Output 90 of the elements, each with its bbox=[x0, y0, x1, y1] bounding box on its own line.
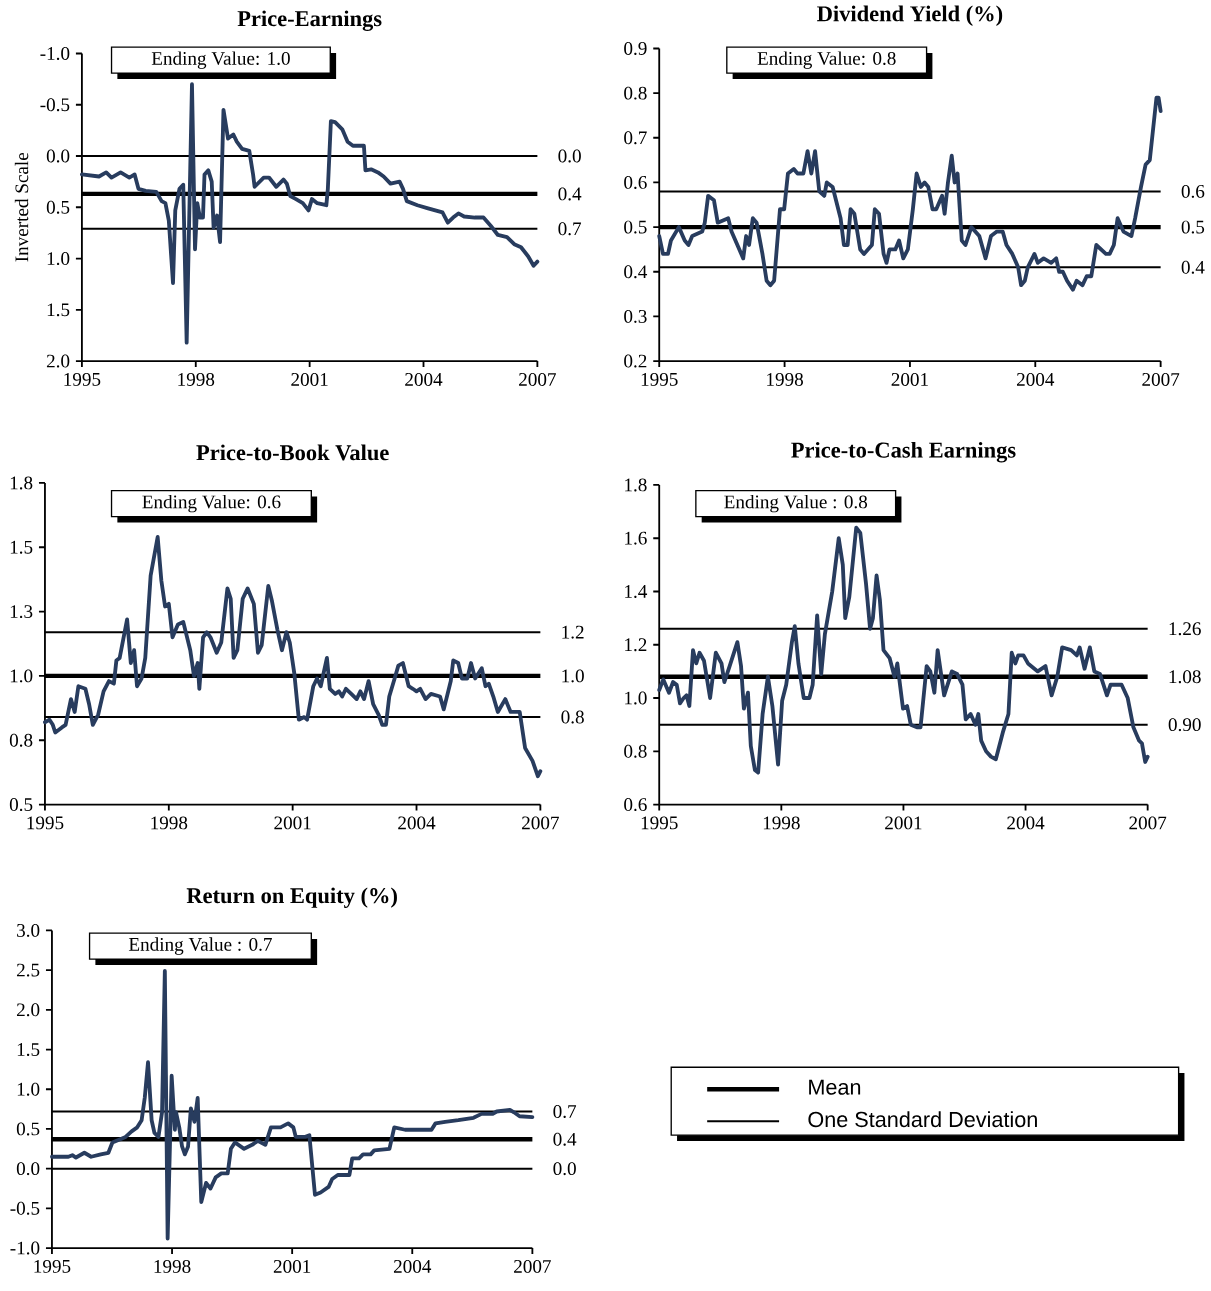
y-tick-label: 1.0 bbox=[18, 1082, 40, 1096]
y-tick-label: -0.5 bbox=[40, 98, 70, 112]
ref-line-label: 0.4 bbox=[558, 187, 582, 201]
ref-line-label: 0.5 bbox=[1181, 220, 1205, 234]
x-tick-label: 2007 bbox=[1142, 372, 1180, 386]
text: One Standard Deviation bbox=[808, 1111, 1038, 1128]
ref-line-label: 1.2 bbox=[562, 625, 584, 639]
chart-title: Price-to-Cash Earnings bbox=[791, 441, 1016, 463]
chart-title: Price-to-Book Value bbox=[196, 444, 389, 461]
x-tick-label: 1998 bbox=[154, 1259, 191, 1273]
y-tick-label: 1.0 bbox=[48, 252, 70, 266]
ref-line-label: 0.4 bbox=[553, 1132, 577, 1146]
ref-line-label: 0.7 bbox=[558, 222, 582, 236]
y-tick-label: 1.4 bbox=[625, 585, 648, 598]
y-tick-label: 0.8 bbox=[10, 733, 33, 747]
y-tick-label: 0.4 bbox=[624, 265, 648, 279]
y-tick-label: 1.6 bbox=[625, 531, 648, 545]
x-tick-label: 1995 bbox=[34, 1259, 71, 1273]
x-tick-label: 2007 bbox=[514, 1259, 552, 1273]
x-tick-label: 2007 bbox=[522, 816, 560, 830]
x-tick-label: 1998 bbox=[178, 372, 215, 386]
y-tick-label: 0.0 bbox=[17, 1162, 40, 1176]
x-tick-label: 1998 bbox=[767, 372, 804, 386]
y-tick-label: 3.0 bbox=[17, 923, 40, 937]
ref-line-label: 1.08 bbox=[1169, 670, 1201, 684]
y-tick-label: 0.5 bbox=[47, 200, 70, 214]
x-tick-label: 1995 bbox=[641, 816, 678, 830]
y-tick-label: 2.5 bbox=[17, 963, 40, 977]
ref-line-label: 1.0 bbox=[562, 669, 585, 683]
x-tick-label: 2004 bbox=[1007, 816, 1045, 830]
y-tick-label: 1.8 bbox=[625, 478, 647, 492]
y-tick-label: 0.5 bbox=[17, 1122, 40, 1136]
y-tick-label: 0.5 bbox=[10, 798, 33, 812]
x-tick-label: 2004 bbox=[1017, 372, 1055, 386]
y-axis-title: Inverted Scale bbox=[15, 152, 29, 262]
y-tick-label: 0.6 bbox=[624, 175, 648, 189]
ref-line-label: 0.8 bbox=[561, 710, 585, 724]
ref-line-label: 0.90 bbox=[1168, 718, 1201, 732]
text: Mean bbox=[809, 1079, 861, 1095]
y-tick-label: -1.0 bbox=[40, 46, 70, 60]
ref-line-label: 0.6 bbox=[1181, 184, 1205, 198]
x-tick-label: 2004 bbox=[398, 816, 436, 830]
y-tick-label: 0.6 bbox=[624, 798, 648, 812]
y-tick-label: 2.0 bbox=[47, 354, 70, 368]
y-tick-label: 1.8 bbox=[11, 476, 33, 490]
annotation: Ending Value: 0.6 bbox=[142, 494, 281, 513]
chart-title: Price-Earnings bbox=[237, 10, 382, 31]
x-tick-label: 1995 bbox=[641, 372, 678, 386]
ref-line-label: 0.4 bbox=[1181, 260, 1205, 274]
chart-title: Dividend Yield (%) bbox=[817, 5, 1003, 26]
y-tick-label: 0.2 bbox=[624, 354, 647, 368]
chart-title: Return on Equity (%) bbox=[186, 887, 398, 908]
y-tick-label: 2.0 bbox=[17, 1003, 40, 1017]
x-tick-label: 2001 bbox=[274, 816, 311, 830]
x-tick-label: 1995 bbox=[27, 816, 64, 830]
annotation: Ending Value: 0.8 bbox=[757, 51, 896, 69]
ref-line-label: 1.26 bbox=[1169, 622, 1202, 636]
y-tick-label: 1.5 bbox=[48, 303, 70, 317]
y-tick-label: 0.8 bbox=[624, 86, 647, 100]
x-tick-label: 1998 bbox=[764, 816, 800, 830]
x-tick-label: 2001 bbox=[885, 816, 922, 830]
annotation: Ending Value: 1.0 bbox=[152, 51, 291, 69]
y-tick-label: 1.0 bbox=[11, 669, 33, 683]
y-tick-label: 1.2 bbox=[625, 638, 647, 652]
y-tick-label: -1.0 bbox=[10, 1241, 40, 1255]
y-tick-label: 0.0 bbox=[47, 149, 70, 163]
y-tick-label: 0.7 bbox=[624, 131, 648, 145]
annotation: Ending Value : 0.7 bbox=[129, 937, 273, 955]
x-tick-label: 2004 bbox=[405, 372, 443, 386]
ref-line-label: 0.7 bbox=[553, 1105, 577, 1118]
y-tick-label: -0.5 bbox=[10, 1201, 40, 1215]
x-tick-label: 2001 bbox=[291, 372, 328, 386]
x-tick-label: 2007 bbox=[1129, 816, 1167, 830]
y-tick-label: 1.5 bbox=[11, 540, 33, 554]
x-tick-label: 1995 bbox=[64, 372, 101, 386]
x-tick-label: 2004 bbox=[394, 1259, 432, 1273]
y-tick-label: 1.0 bbox=[625, 691, 647, 705]
y-tick-label: 1.5 bbox=[18, 1043, 40, 1056]
y-tick-label: 0.9 bbox=[624, 41, 647, 55]
y-tick-label: 1.3 bbox=[11, 605, 33, 619]
ref-line-label: 0.0 bbox=[558, 149, 582, 163]
y-tick-label: 0.5 bbox=[624, 220, 647, 234]
ref-line-label: 0.0 bbox=[553, 1162, 577, 1176]
x-tick-label: 2007 bbox=[519, 372, 557, 386]
y-tick-label: 0.3 bbox=[624, 309, 647, 323]
x-tick-label: 1998 bbox=[151, 816, 188, 830]
annotation: Ending Value : 0.8 bbox=[724, 494, 868, 513]
x-tick-label: 2001 bbox=[274, 1259, 311, 1273]
y-tick-label: 0.8 bbox=[624, 744, 647, 758]
x-tick-label: 2001 bbox=[891, 372, 929, 386]
